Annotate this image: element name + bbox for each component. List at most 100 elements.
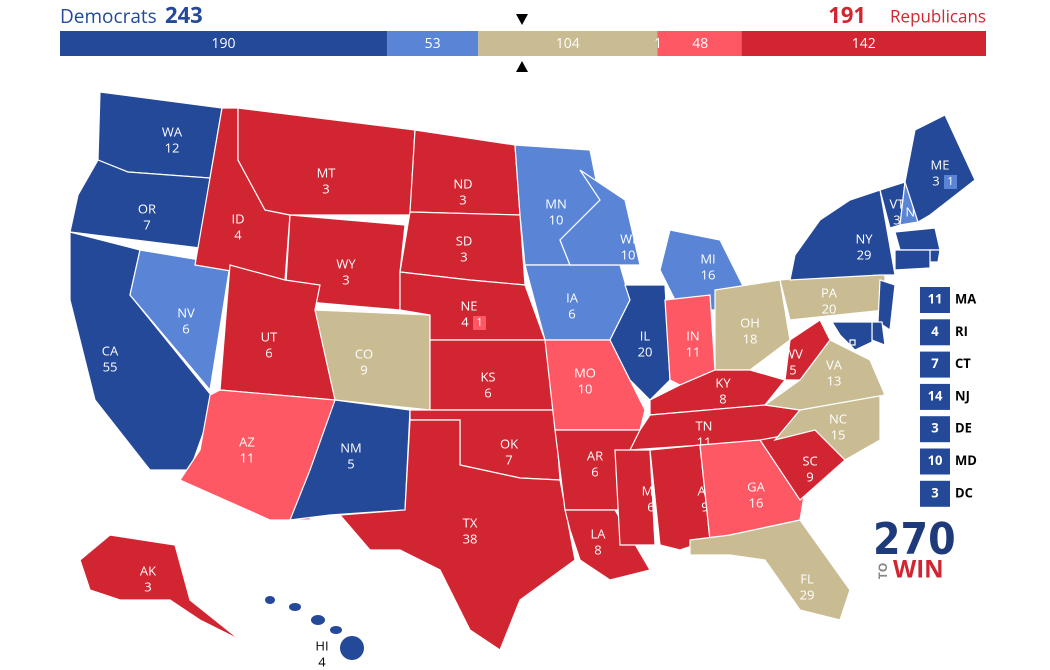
small-state-box bbox=[920, 416, 950, 443]
split-box bbox=[944, 175, 957, 189]
dem-total: 243 bbox=[165, 0, 203, 30]
rep-total: 191 bbox=[828, 0, 866, 30]
bar-segment bbox=[387, 31, 479, 56]
state-abbr: VA bbox=[826, 355, 843, 373]
state-votes: 12 bbox=[165, 138, 180, 156]
state bbox=[789, 189, 896, 281]
state-abbr: TN bbox=[696, 416, 713, 434]
state-abbr: HI bbox=[315, 636, 328, 654]
state bbox=[564, 509, 651, 581]
state bbox=[849, 339, 856, 346]
state bbox=[689, 519, 851, 621]
state-votes: 10 bbox=[621, 245, 636, 263]
state-votes: 3 bbox=[893, 210, 900, 228]
state-abbr: VT bbox=[890, 194, 906, 212]
small-state-abbr: MD bbox=[955, 451, 977, 469]
small-state-votes: 4 bbox=[931, 322, 939, 340]
state-votes: 29 bbox=[857, 245, 872, 263]
state-abbr: LA bbox=[590, 524, 606, 542]
state-votes: 10 bbox=[549, 210, 564, 228]
logo-small: TO bbox=[874, 563, 891, 580]
small-state-abbr: MA bbox=[955, 289, 976, 307]
state-abbr: MN bbox=[545, 194, 566, 212]
state-abbr: NE bbox=[460, 296, 477, 314]
state-votes: 6 bbox=[182, 319, 189, 337]
state-abbr: UT bbox=[261, 327, 278, 345]
state-votes: 11 bbox=[240, 448, 255, 466]
state-abbr: AK bbox=[140, 561, 156, 579]
state-votes: 15 bbox=[831, 425, 846, 443]
state bbox=[894, 227, 941, 251]
logo: 270 TO WIN bbox=[873, 514, 956, 585]
state-abbr: IA bbox=[566, 288, 579, 306]
state bbox=[330, 626, 342, 634]
bar-label: 48 bbox=[692, 34, 708, 53]
state-votes: 18 bbox=[743, 329, 758, 347]
state bbox=[559, 169, 641, 266]
state-abbr: ID bbox=[231, 209, 244, 227]
state-abbr: AZ bbox=[239, 432, 255, 450]
state-votes: 11 bbox=[686, 342, 701, 360]
bar-label: 142 bbox=[852, 34, 876, 53]
state-abbr: FL bbox=[800, 569, 814, 587]
state-votes: 7 bbox=[505, 450, 512, 468]
small-state-box bbox=[920, 383, 950, 410]
map: WA12OR7CA55NV6ID4MT3WY3UT6AZ11CO9NM5ND3S… bbox=[69, 91, 976, 670]
state-votes: 6 bbox=[591, 462, 598, 480]
small-state-votes: 14 bbox=[928, 386, 943, 404]
state-abbr: ME bbox=[931, 155, 950, 173]
small-state-abbr: RI bbox=[955, 322, 968, 340]
state-votes: 3 bbox=[322, 179, 329, 197]
state-abbr: MO bbox=[574, 363, 596, 381]
split-votes: 1 bbox=[947, 174, 953, 189]
small-state-votes: 3 bbox=[931, 483, 938, 501]
bar-segment bbox=[478, 31, 658, 56]
state-votes: 9 bbox=[360, 360, 367, 378]
state-votes: 16 bbox=[749, 493, 764, 511]
midpoint-arrow-top bbox=[516, 14, 528, 25]
state-votes: 8 bbox=[719, 389, 726, 407]
state bbox=[265, 596, 275, 604]
state bbox=[237, 107, 416, 216]
state-abbr: OR bbox=[138, 199, 156, 217]
state-abbr: KS bbox=[480, 367, 495, 385]
state-votes: 38 bbox=[463, 529, 478, 547]
small-state-box bbox=[920, 351, 950, 378]
state-votes: 3 bbox=[144, 577, 151, 595]
state-abbr: OH bbox=[740, 313, 760, 331]
bar-segment bbox=[657, 31, 659, 56]
state bbox=[714, 279, 791, 371]
state-abbr: WA bbox=[162, 122, 183, 140]
state-votes: 4 bbox=[234, 225, 242, 243]
state-votes: 4 bbox=[911, 218, 919, 236]
state-votes: 13 bbox=[827, 371, 842, 389]
state bbox=[614, 449, 656, 546]
state-votes: 3 bbox=[459, 190, 466, 208]
balance-bar: 190 53 104 1 48 142 bbox=[60, 31, 986, 56]
state bbox=[340, 636, 364, 660]
state-votes: 6 bbox=[484, 383, 491, 401]
state-abbr: OK bbox=[500, 434, 518, 452]
bar-segment bbox=[741, 31, 986, 56]
state-abbr: IN bbox=[686, 326, 699, 344]
state-abbr: WY bbox=[336, 254, 356, 272]
state-votes: 3 bbox=[460, 247, 467, 265]
state-abbr: TX bbox=[463, 513, 478, 531]
state-abbr: WI bbox=[620, 229, 636, 247]
state-abbr: MI bbox=[700, 249, 715, 267]
split-votes: 1 bbox=[476, 315, 482, 330]
state bbox=[871, 321, 886, 346]
midpoint-arrow-bottom bbox=[516, 61, 528, 72]
state-abbr: GA bbox=[747, 477, 765, 495]
bar-label: 1 bbox=[654, 34, 662, 53]
state-votes: 6 bbox=[568, 304, 575, 322]
state-abbr: NC bbox=[829, 409, 847, 427]
state-abbr: CA bbox=[102, 341, 119, 359]
bar-segment bbox=[658, 31, 742, 56]
state-votes: 29 bbox=[800, 585, 815, 603]
state-abbr: AR bbox=[587, 446, 603, 464]
state-votes: 3 bbox=[342, 270, 349, 288]
state bbox=[79, 534, 241, 641]
bar-segment bbox=[60, 31, 388, 56]
state-votes: 16 bbox=[701, 265, 716, 283]
